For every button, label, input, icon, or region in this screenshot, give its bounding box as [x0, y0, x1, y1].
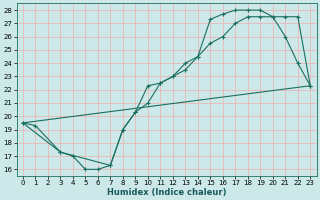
- X-axis label: Humidex (Indice chaleur): Humidex (Indice chaleur): [107, 188, 226, 197]
